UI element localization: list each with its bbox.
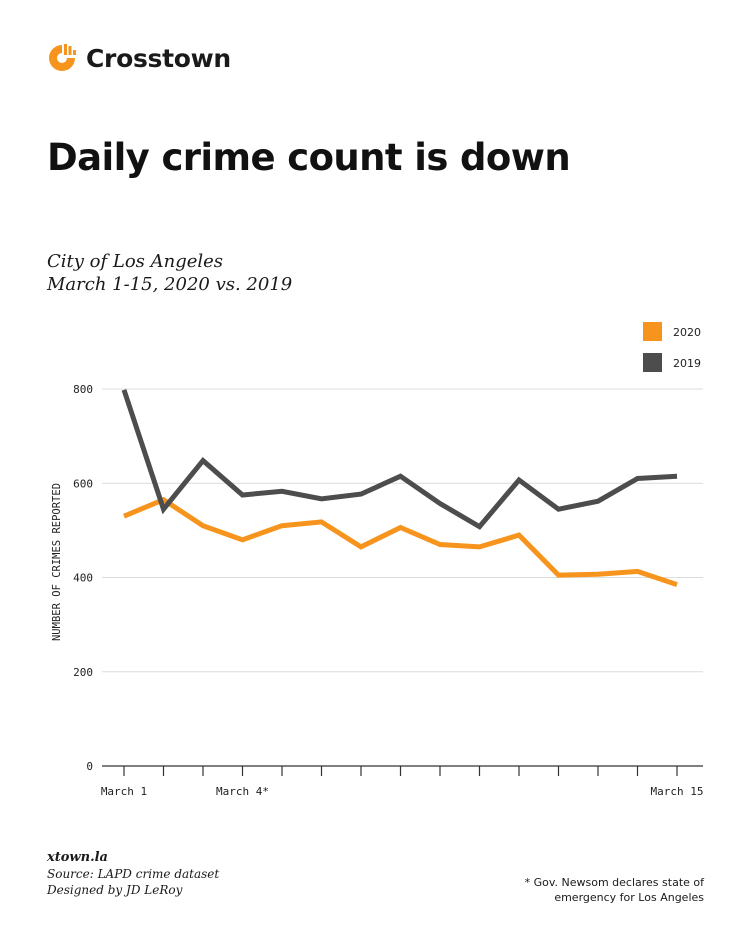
y-tick-label: 600: [73, 477, 93, 490]
y-tick-label: 800: [73, 383, 93, 396]
chart-subtitle: City of Los Angeles March 1-15, 2020 vs.…: [47, 250, 292, 296]
brand-name: Crosstown: [86, 43, 231, 73]
legend: 2020 2019: [643, 322, 701, 372]
crosstown-logo-icon: [49, 44, 76, 71]
grid-lines: [102, 388, 703, 673]
footer-source: Source: LAPD crime dataset: [47, 867, 220, 881]
x-axis: March 1 March 4* March 15: [101, 765, 704, 798]
series-lines: [121, 389, 678, 587]
y-axis-label: NUMBER OF CRIMES REPORTED: [51, 483, 63, 641]
x-tick-label: March 15: [651, 785, 704, 798]
y-tick-label: 0: [86, 760, 93, 773]
footer-site: xtown.la: [47, 850, 108, 865]
series-line-2020: [123, 496, 678, 587]
x-tick-label: March 4*: [216, 785, 269, 798]
legend-swatch-2019: [643, 353, 662, 372]
brand: Crosstown: [46, 38, 231, 78]
y-tick-label: 200: [73, 666, 93, 679]
series-line-2019: [121, 389, 678, 530]
y-axis: 0 200 400 600 800: [73, 383, 93, 773]
subtitle-line-2: March 1-15, 2020 vs. 2019: [47, 274, 293, 295]
subtitle-line-1: City of Los Angeles: [47, 251, 224, 272]
footer-designer: Designed by JD LeRoy: [47, 883, 183, 897]
footnote-line-2: emergency for Los Angeles: [554, 891, 704, 904]
footnote: * Gov. Newsom declares state of emergenc…: [525, 875, 704, 905]
x-tick-label: March 1: [101, 785, 147, 798]
y-tick-label: 400: [73, 572, 93, 585]
legend-label-2020: 2020: [673, 326, 701, 339]
legend-label-2019: 2019: [673, 357, 701, 370]
legend-swatch-2020: [643, 322, 662, 341]
footnote-line-1: * Gov. Newsom declares state of: [524, 876, 704, 889]
chart-title: Daily crime count is down: [47, 136, 571, 179]
footer-credits: xtown.la Source: LAPD crime dataset Desi…: [47, 850, 219, 898]
